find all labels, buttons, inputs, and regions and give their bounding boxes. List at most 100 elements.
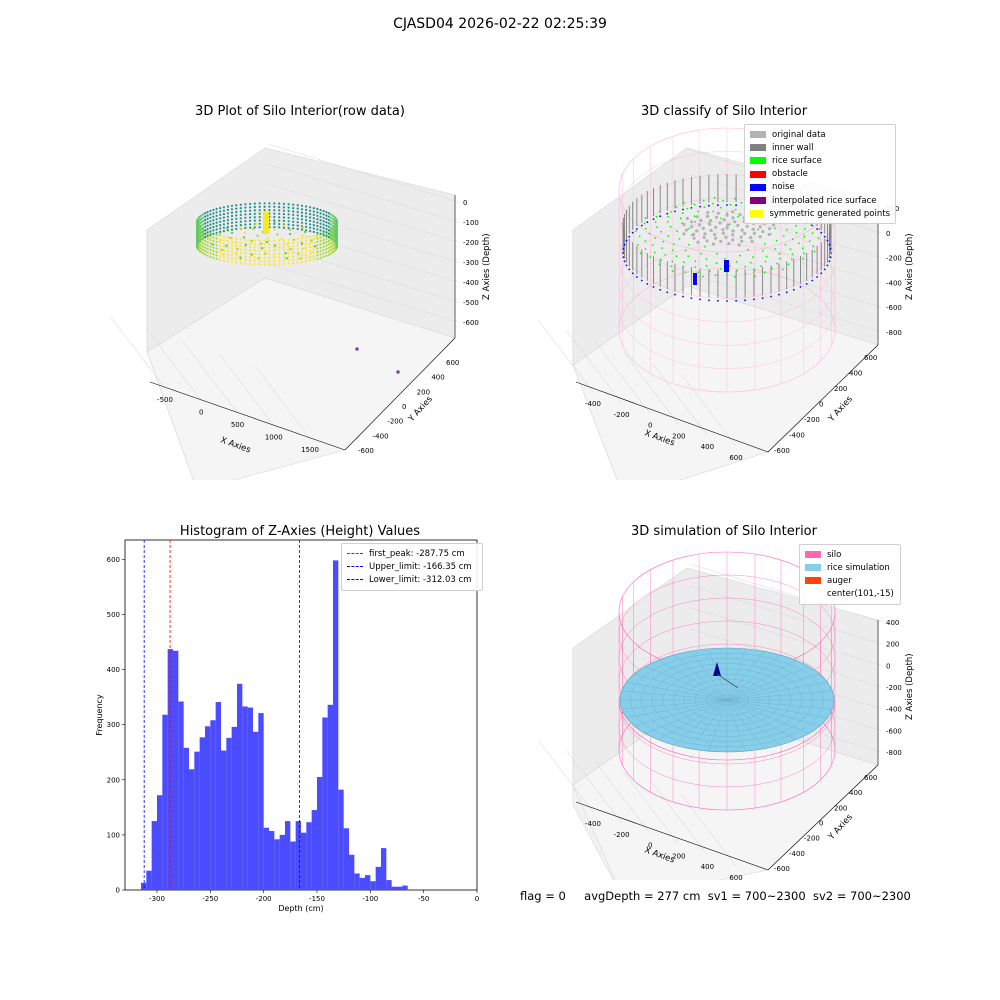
p1-point	[230, 240, 234, 243]
p2-legend-swatch	[750, 197, 766, 205]
p1-point	[200, 244, 203, 247]
p2-rice-surface-point	[763, 271, 766, 274]
p1-point	[302, 247, 305, 250]
p1-point	[200, 221, 203, 224]
p1-ylabel: Y Axies	[406, 394, 435, 425]
p1-point	[325, 211, 328, 214]
histogram-bar	[189, 769, 195, 890]
p1-point	[215, 247, 218, 250]
p1-point	[292, 255, 295, 258]
histogram-bar	[178, 701, 184, 890]
p1-point	[316, 207, 319, 211]
y-tick-label: 400	[849, 370, 862, 378]
p1-point	[329, 237, 332, 240]
p1-point	[278, 256, 281, 259]
p1-point	[212, 208, 215, 212]
p2-original-point	[721, 231, 725, 235]
p2-original-point	[714, 225, 718, 229]
p1-point	[327, 212, 330, 215]
p1-point	[215, 228, 218, 231]
p1-point	[263, 202, 266, 205]
y-tick-label: -400	[789, 850, 805, 858]
p1-point	[235, 210, 238, 214]
p1-point	[249, 226, 252, 229]
p2-noise-point	[823, 268, 826, 271]
p2-rice-surface-point	[736, 269, 738, 272]
p1-point	[206, 224, 209, 227]
p1-point	[234, 241, 237, 244]
p2-legend-item: obstacle	[750, 168, 890, 181]
p1-point	[300, 208, 304, 211]
p2-rice-surface-point	[694, 220, 697, 223]
p1-point	[222, 219, 225, 222]
p1-point	[215, 237, 218, 240]
p1-point	[327, 235, 330, 239]
p1-point	[282, 256, 285, 259]
histogram-bar	[253, 731, 259, 890]
z-tick-label: 0	[886, 662, 890, 670]
p1-point	[282, 239, 285, 242]
histogram-y-tick-label: 300	[107, 721, 120, 729]
p1-point	[230, 208, 234, 211]
p1-point	[212, 249, 215, 253]
p1-point	[316, 214, 319, 217]
p1-point	[333, 246, 336, 249]
p2-original-point	[737, 243, 741, 247]
p2-rice-surface-point	[789, 248, 792, 251]
p2-noise-point	[631, 231, 634, 234]
p2-noise-point	[717, 299, 719, 302]
p2-noise-point	[659, 288, 662, 291]
p1-point	[335, 240, 338, 243]
p2-legend-swatch	[750, 170, 766, 178]
p1-point	[316, 250, 319, 254]
histogram-bar	[338, 789, 344, 890]
p1-point	[204, 218, 207, 222]
p1-point	[209, 233, 212, 236]
p1-point	[263, 243, 266, 246]
p1-point	[253, 239, 256, 242]
p2-rice-surface-point	[694, 260, 697, 263]
p1-point	[312, 230, 315, 233]
histogram-bar	[205, 726, 211, 890]
p1-point	[329, 235, 332, 238]
p1-point	[325, 254, 328, 257]
p2-rice-surface-point	[798, 242, 800, 245]
p1-point	[278, 219, 281, 222]
p1-point	[287, 223, 290, 226]
p2-rice-surface-point	[644, 240, 647, 242]
p1-point	[253, 249, 256, 252]
p2-rice-surface-point	[661, 247, 663, 249]
p1-point	[202, 213, 205, 216]
p2-rice-surface-point	[818, 228, 821, 231]
p2-rice-surface-point	[802, 257, 804, 260]
p2-rice-surface-point	[774, 227, 776, 230]
p2-rice-surface-point	[763, 243, 766, 245]
p1-point	[278, 205, 281, 209]
histogram-bar	[215, 702, 221, 890]
x-tick-label: -200	[614, 831, 630, 839]
p4-legend-item: silo	[805, 548, 895, 561]
p2-noise-point	[726, 300, 728, 302]
p1-point	[204, 239, 207, 243]
p1-point	[212, 225, 215, 229]
p1-point	[222, 259, 225, 262]
p1-point	[253, 242, 256, 245]
p1-point	[244, 242, 247, 245]
p1-point	[278, 209, 281, 212]
p4-legend-item: center(101,-15)	[805, 588, 895, 601]
p1-point	[331, 238, 334, 241]
p1-point	[285, 257, 288, 260]
p1-point	[244, 223, 247, 226]
p1-point	[226, 239, 229, 242]
y-tick-label: -600	[358, 447, 374, 455]
p1-point	[278, 222, 281, 226]
p1-point	[319, 229, 322, 232]
p2-rice-surface-point	[728, 223, 731, 226]
z-grid-line	[267, 223, 459, 283]
y-tick-label: 0	[402, 403, 406, 411]
p1-point	[268, 263, 271, 266]
z-grid-line	[267, 163, 459, 223]
p2-noise-point	[744, 299, 746, 302]
p1-point	[273, 205, 276, 208]
p1-point	[249, 209, 252, 212]
